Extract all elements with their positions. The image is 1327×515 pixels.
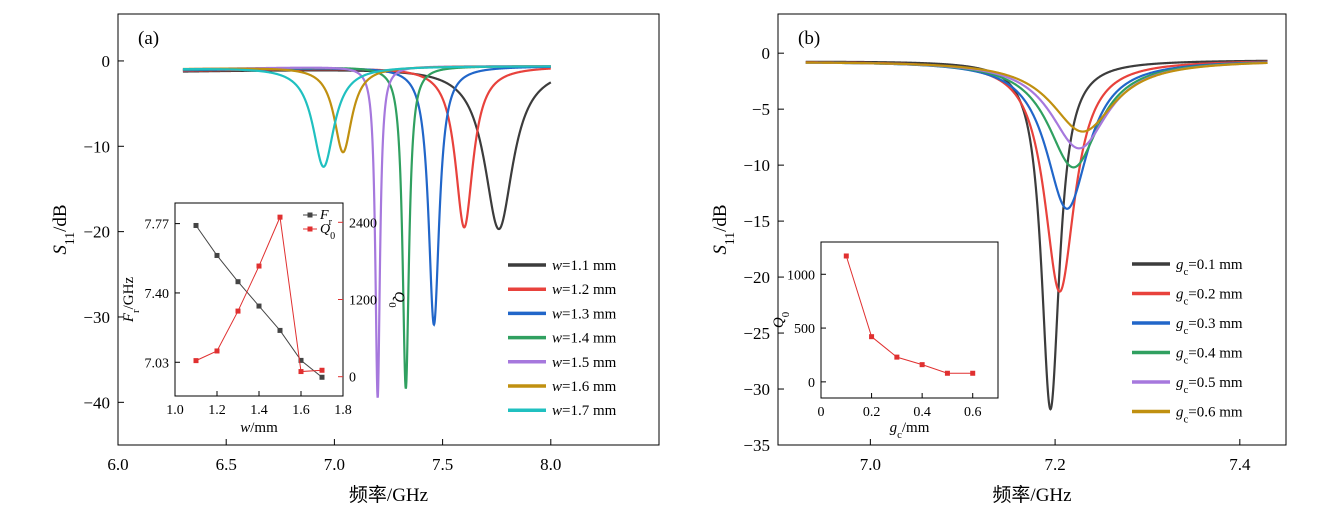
inset-legend-marker: [307, 212, 313, 218]
panel-label: (a): [138, 28, 159, 49]
legend-entry: gc=0.1 mm: [1176, 257, 1243, 278]
inset-y-tick-label: 0: [808, 376, 815, 391]
inset-y-tick-label: 7.77: [145, 218, 170, 233]
x-tick-label: 7.0: [324, 455, 345, 474]
series-line: [182, 65, 551, 168]
inset-y-axis-label: Fr/GHz: [121, 277, 142, 324]
inset-q0-point: [256, 263, 262, 269]
chart-panel-b: 7.0 7.2 7.4 0 −5 −10 −15 −20 −25 −30 −35 频率/GHz S11/…: [710, 13, 1287, 506]
inset-fr-point: [256, 303, 262, 309]
series-line: [182, 65, 551, 154]
legend-entry: gc=0.5 mm: [1176, 375, 1243, 396]
series-group: [805, 59, 1268, 411]
inset-q0-point: [214, 348, 220, 354]
inset-x-tick-label: 1.2: [208, 403, 226, 418]
inset-q0-point: [843, 253, 849, 259]
inset-x-tick-label: 1.4: [250, 403, 268, 418]
legend-entry: w=1.7 mm: [552, 403, 617, 419]
inset-q0-point: [970, 370, 976, 376]
x-tick-label: 7.2: [1044, 455, 1065, 474]
inset-y-tick-label: 7.40: [145, 287, 170, 302]
series-line: [805, 61, 1268, 133]
y-tick-label: −25: [743, 324, 770, 343]
x-tick-label: 6.5: [216, 455, 237, 474]
inset-q0-point: [277, 214, 283, 220]
legend-entry: w=1.6 mm: [552, 379, 617, 395]
legend-entry: w=1.2 mm: [552, 282, 617, 298]
inset-q0-point: [298, 369, 304, 375]
inset-y-tick-label: 1000: [787, 268, 815, 283]
inset-y2-axis-label: Q0: [386, 291, 407, 307]
y-axis-label: S11/dB: [50, 204, 77, 254]
y-tick-label: −15: [743, 212, 770, 231]
inset-legend-marker: [307, 226, 313, 232]
inset-y2-tick-label: 2400: [349, 216, 377, 231]
y-tick-label: −30: [83, 308, 110, 327]
x-tick-label: 7.5: [432, 455, 453, 474]
x-tick-label: 7.4: [1229, 455, 1251, 474]
chart-panel-a: 6.0 6.5 7.0 7.5 8.0 0 −10 −20 −30 −40 频率/GHz S11/dB…: [50, 13, 660, 506]
inset-fr-point: [319, 374, 325, 380]
legend-entry: w=1.3 mm: [552, 306, 617, 322]
legend-entry: w=1.4 mm: [552, 331, 617, 347]
inset-fr-point: [235, 279, 241, 285]
inset-q0-point: [944, 370, 950, 376]
inset-y2-tick-label: 0: [349, 371, 356, 386]
inset-q0-point: [919, 362, 925, 368]
x-axis-label: 频率/GHz: [349, 484, 428, 506]
inset-fr-point: [193, 222, 199, 228]
inset-y-tick-label: 500: [794, 322, 815, 337]
legend-entry: w=1.1 mm: [552, 258, 617, 274]
inset-legend-entry: Q0: [320, 222, 335, 242]
inset-fr-point: [298, 357, 304, 363]
y-tick-label: −30: [743, 380, 770, 399]
y-tick-label: 0: [762, 44, 771, 63]
y-tick-label: 0: [102, 52, 111, 71]
inset-legend-entry: Fr: [319, 208, 333, 228]
y-tick-label: −35: [743, 436, 770, 455]
legend-entry: gc=0.6 mm: [1176, 405, 1243, 426]
panel-label: (b): [798, 28, 820, 49]
inset-x-tick-label: 1.6: [292, 403, 310, 418]
y-tick-label: −5: [752, 100, 770, 119]
inset-y-tick-label: 7.03: [145, 356, 170, 371]
inset-x-tick-label: 0.4: [913, 405, 931, 420]
inset-x-tick-label: 1.0: [166, 403, 184, 418]
inset-q0-line: [845, 255, 973, 374]
inset-x-tick-label: 0: [818, 405, 825, 420]
x-tick-label: 7.0: [860, 455, 881, 474]
y-tick-label: −20: [83, 223, 110, 242]
inset-x-tick-label: 0.2: [863, 405, 881, 420]
legend-entry: w=1.5 mm: [552, 355, 617, 371]
y-tick-label: −20: [743, 268, 770, 287]
inset-x-tick-label: 1.8: [334, 403, 352, 418]
y-axis-label: S11/dB: [710, 204, 737, 254]
x-tick-label: 8.0: [540, 455, 561, 474]
inset-q0-point: [869, 334, 875, 340]
plot-frame: [777, 13, 1287, 446]
inset-y2-tick-label: 1200: [349, 294, 377, 309]
x-tick-label: 6.0: [107, 455, 128, 474]
inset-fr-point: [277, 327, 283, 333]
legend-entry: gc=0.4 mm: [1176, 346, 1243, 367]
y-tick-label: −10: [743, 156, 770, 175]
legend-entry: gc=0.3 mm: [1176, 316, 1243, 337]
inset-q0-point: [235, 308, 241, 314]
inset-q0-point: [319, 367, 325, 373]
legend-entry: gc=0.2 mm: [1176, 287, 1243, 308]
inset-q0-point: [193, 358, 199, 364]
y-tick-label: −10: [83, 137, 110, 156]
inset-y-axis-label: Q0: [771, 312, 792, 328]
inset-x-tick-label: 0.6: [964, 405, 982, 420]
inset-q0-point: [894, 354, 900, 360]
y-tick-label: −40: [83, 393, 110, 412]
x-axis-label: 频率/GHz: [992, 484, 1071, 506]
plot-frame: [117, 13, 660, 446]
inset-fr-point: [214, 252, 220, 258]
series-group: [182, 65, 552, 398]
inset-x-axis-label: gc/mm: [890, 420, 930, 441]
inset-x-axis-label: w/mm: [240, 420, 278, 436]
